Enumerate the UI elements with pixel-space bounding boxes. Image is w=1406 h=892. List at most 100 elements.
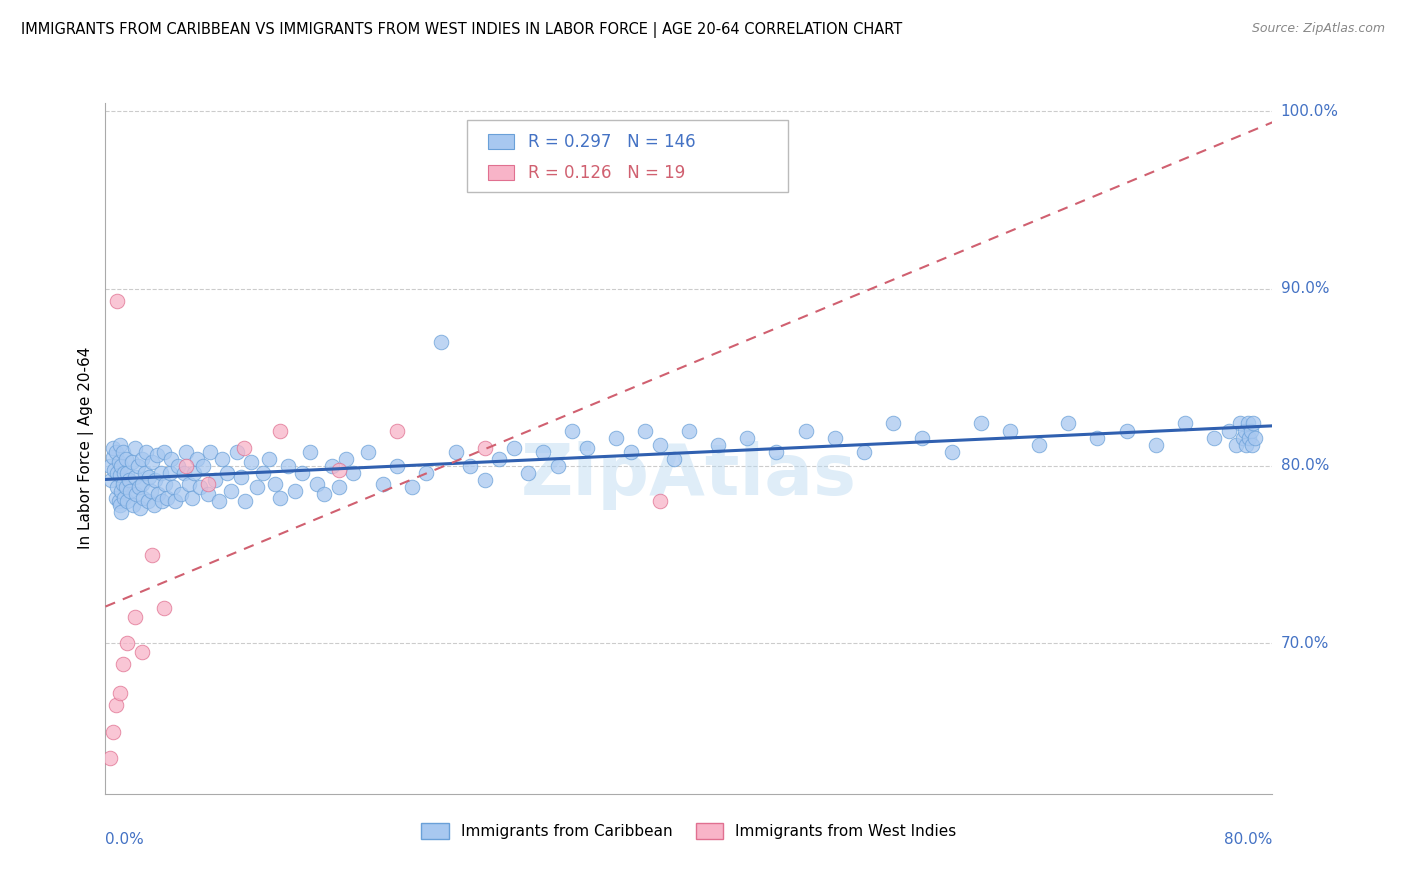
Point	[103, 462, 125, 476]
Point	[170, 487, 193, 501]
Point	[121, 455, 143, 469]
Point	[153, 444, 174, 458]
Point	[111, 476, 134, 491]
Point	[263, 476, 285, 491]
Point	[503, 441, 526, 455]
Point	[101, 724, 124, 739]
Point	[298, 444, 321, 458]
Point	[1115, 424, 1137, 438]
Point	[252, 466, 274, 480]
Point	[167, 458, 190, 473]
Point	[1244, 431, 1267, 445]
Point	[852, 444, 875, 458]
Point	[108, 498, 131, 512]
Point	[131, 645, 153, 659]
Point	[401, 480, 423, 494]
Point	[105, 480, 128, 494]
Point	[115, 480, 138, 494]
Point	[131, 451, 153, 466]
Point	[257, 451, 280, 466]
Point	[970, 417, 993, 431]
Point	[678, 424, 700, 438]
Point	[112, 466, 135, 480]
Text: 80.0%: 80.0%	[1225, 832, 1272, 847]
Point	[1174, 417, 1197, 431]
Point	[634, 424, 657, 438]
Point	[117, 636, 139, 650]
Point	[101, 441, 124, 455]
Point	[648, 438, 671, 452]
Text: R = 0.297   N = 146: R = 0.297 N = 146	[527, 133, 696, 151]
Point	[183, 466, 205, 480]
Point	[105, 466, 128, 480]
Point	[561, 424, 583, 438]
Point	[124, 609, 146, 624]
Point	[458, 458, 481, 473]
Point	[342, 466, 364, 480]
Point	[229, 469, 252, 483]
Point	[156, 491, 179, 505]
Point	[291, 466, 314, 480]
Point	[882, 417, 904, 431]
Point	[150, 494, 173, 508]
Text: 90.0%: 90.0%	[1281, 281, 1329, 296]
Point	[200, 444, 222, 458]
Point	[385, 424, 409, 438]
Point	[117, 494, 139, 508]
Point	[122, 498, 145, 512]
Point	[149, 466, 172, 480]
Point	[153, 600, 174, 615]
Point	[193, 458, 215, 473]
Point	[1237, 431, 1260, 445]
Point	[110, 483, 132, 498]
Point	[108, 438, 131, 452]
Point	[146, 487, 169, 501]
Text: 100.0%: 100.0%	[1281, 104, 1339, 119]
Point	[328, 462, 350, 476]
Point	[174, 458, 197, 473]
Point	[765, 444, 787, 458]
Point	[707, 438, 730, 452]
Point	[1225, 438, 1247, 452]
Point	[145, 448, 167, 462]
Point	[225, 444, 247, 458]
Point	[474, 441, 496, 455]
Point	[100, 473, 122, 487]
Point	[284, 483, 307, 498]
Point	[98, 751, 121, 765]
Point	[141, 548, 163, 562]
Point	[143, 473, 166, 487]
Point	[104, 491, 127, 505]
Point	[159, 466, 181, 480]
Point	[371, 476, 394, 491]
Point	[110, 458, 132, 473]
Point	[547, 458, 569, 473]
Point	[664, 451, 686, 466]
Point	[208, 494, 231, 508]
Point	[1087, 431, 1109, 445]
Point	[141, 455, 163, 469]
Point	[1234, 438, 1257, 452]
Y-axis label: In Labor Force | Age 20-64: In Labor Force | Age 20-64	[79, 347, 94, 549]
Point	[111, 444, 134, 458]
Point	[112, 491, 135, 505]
Point	[125, 487, 148, 501]
Point	[197, 487, 219, 501]
Point	[1028, 438, 1050, 452]
Point	[111, 657, 134, 672]
Point	[134, 466, 156, 480]
Point	[215, 466, 238, 480]
Point	[136, 494, 159, 508]
Point	[129, 501, 152, 516]
Point	[415, 466, 437, 480]
Point	[139, 483, 162, 498]
Point	[107, 494, 129, 508]
Point	[165, 494, 187, 508]
Point	[1243, 417, 1265, 431]
Point	[575, 441, 598, 455]
Point	[474, 473, 496, 487]
Point	[235, 494, 257, 508]
Point	[305, 476, 328, 491]
Point	[233, 441, 256, 455]
Point	[177, 476, 200, 491]
